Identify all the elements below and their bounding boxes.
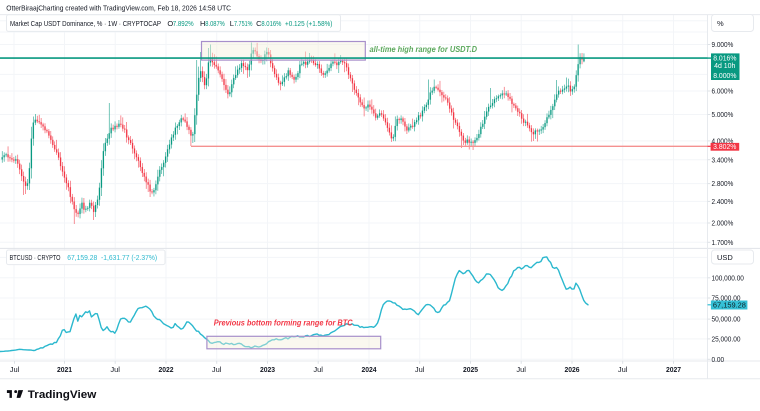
svg-text:all-time high range for USDT.D: all-time high range for USDT.D <box>370 44 478 54</box>
svg-text:2.800%: 2.800% <box>712 179 734 188</box>
svg-text:7.892%: 7.892% <box>173 19 194 28</box>
svg-text:L: L <box>230 19 234 28</box>
svg-text:0.00: 0.00 <box>712 355 725 364</box>
svg-text:25,000.00: 25,000.00 <box>712 335 741 344</box>
svg-text:Jul: Jul <box>110 365 120 374</box>
svg-text:2023: 2023 <box>260 365 275 374</box>
svg-text:C: C <box>256 19 262 28</box>
svg-text:TradingView: TradingView <box>28 389 97 401</box>
svg-text:%: % <box>717 19 724 28</box>
svg-text:BTCUSD · CRYPTO: BTCUSD · CRYPTO <box>10 253 61 262</box>
svg-text:OtterBiraajCharting created wi: OtterBiraajCharting created with Trading… <box>6 3 231 12</box>
svg-text:67,159.28 -1,631.77 (-2.37%): 67,159.28 -1,631.77 (-2.37%) <box>67 253 157 262</box>
svg-text:2024: 2024 <box>361 365 377 374</box>
svg-text:Jul: Jul <box>516 365 526 374</box>
svg-text:6.000%: 6.000% <box>712 87 734 96</box>
svg-text:Previous bottom forming range: Previous bottom forming range for BTC <box>214 318 354 328</box>
svg-text:9.000%: 9.000% <box>712 40 734 49</box>
svg-text:Jul: Jul <box>618 365 628 374</box>
svg-text:+0.125 (+1.58%): +0.125 (+1.58%) <box>285 19 333 28</box>
svg-text:Jul: Jul <box>212 365 222 374</box>
svg-text:5.000%: 5.000% <box>712 110 734 119</box>
svg-text:8.000%: 8.000% <box>713 71 737 80</box>
svg-text:67,159.28: 67,159.28 <box>713 301 746 310</box>
svg-text:50,000.00: 50,000.00 <box>712 315 741 324</box>
svg-text:3.802%: 3.802% <box>713 142 737 151</box>
svg-text:4.000%: 4.000% <box>712 137 734 146</box>
svg-text:8.016%: 8.016% <box>261 19 281 28</box>
svg-text:2022: 2022 <box>158 365 173 374</box>
svg-text:8.016%: 8.016% <box>713 53 737 62</box>
svg-text:2.000%: 2.000% <box>712 219 734 228</box>
svg-text:Jul: Jul <box>415 365 425 374</box>
svg-text:USD: USD <box>717 253 733 262</box>
svg-text:2026: 2026 <box>564 365 579 374</box>
svg-text:3.400%: 3.400% <box>712 155 734 164</box>
svg-text:4d 10h: 4d 10h <box>714 61 735 70</box>
svg-text:Jul: Jul <box>313 365 323 374</box>
svg-text:2.400%: 2.400% <box>712 197 734 206</box>
svg-text:100,000.00: 100,000.00 <box>712 273 744 282</box>
svg-text:8.087%: 8.087% <box>205 19 225 28</box>
svg-text:Market Cap USDT Dominance, % ·: Market Cap USDT Dominance, % · 1W · CRYP… <box>10 19 161 28</box>
svg-text:2025: 2025 <box>463 365 478 374</box>
svg-text:H: H <box>200 19 205 28</box>
svg-text:7.751%: 7.751% <box>234 19 253 28</box>
svg-text:2021: 2021 <box>57 365 72 374</box>
svg-text:1.700%: 1.700% <box>712 238 734 247</box>
svg-text:2027: 2027 <box>666 365 681 374</box>
svg-text:75,000.00: 75,000.00 <box>712 294 741 303</box>
svg-text:Jul: Jul <box>10 365 20 374</box>
svg-text:O: O <box>167 19 173 28</box>
